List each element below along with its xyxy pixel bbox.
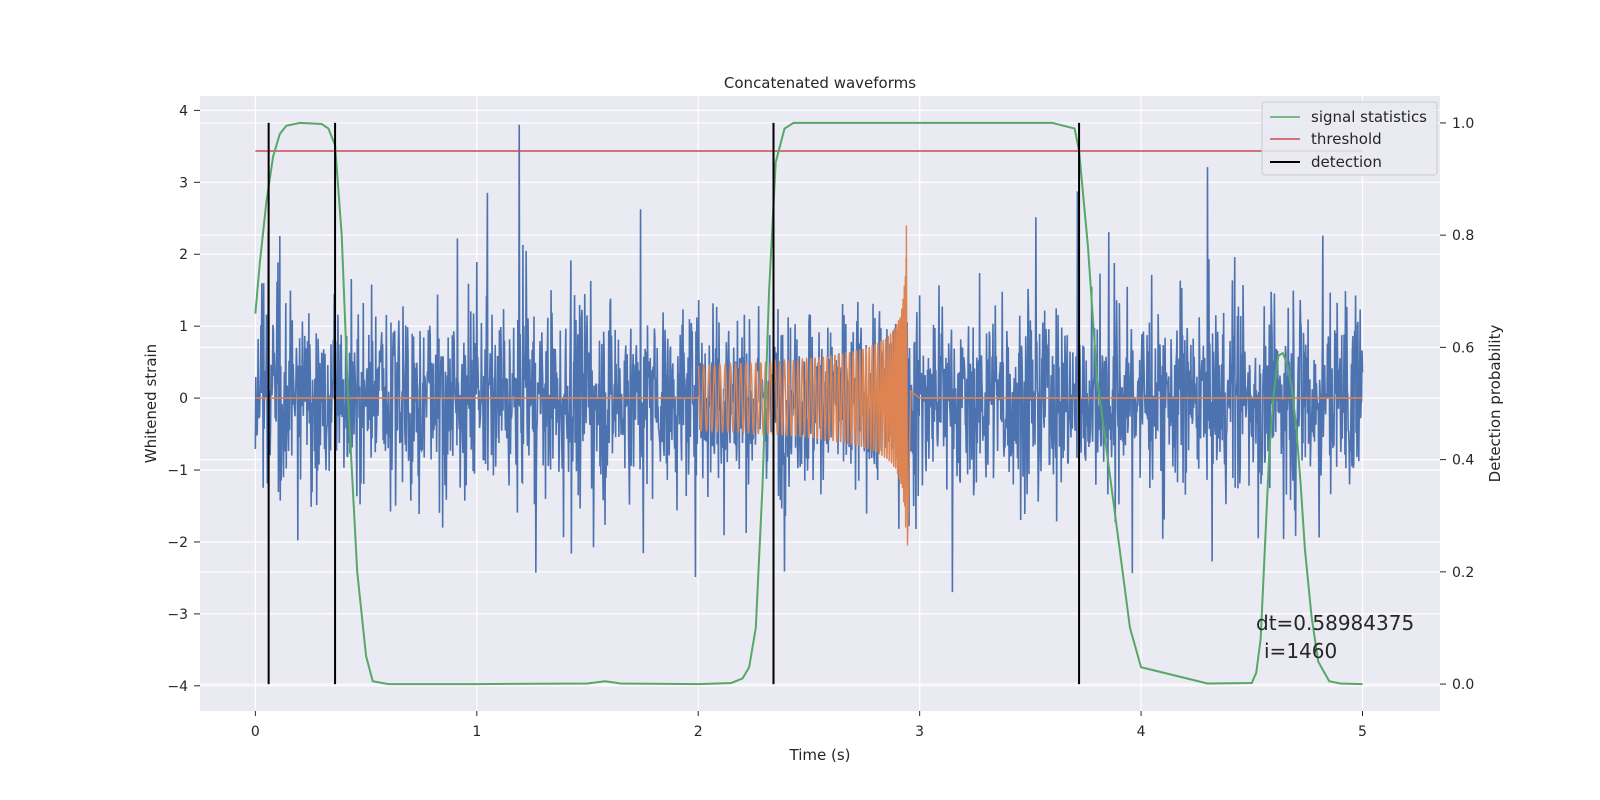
annotation-dt: dt=0.58984375 bbox=[1256, 611, 1414, 635]
x-tick-label: 2 bbox=[694, 724, 703, 740]
x-tick-label: 3 bbox=[915, 724, 924, 740]
y2-tick-label: 0.4 bbox=[1452, 453, 1474, 469]
y-tick-label: 0 bbox=[179, 391, 188, 407]
noise-strain-series bbox=[254, 124, 1364, 593]
y2-tick-label: 0.6 bbox=[1452, 340, 1474, 356]
detection-series bbox=[267, 122, 1081, 685]
chart-title: Concatenated waveforms bbox=[724, 74, 916, 92]
y2-tick-label: 1.0 bbox=[1452, 116, 1474, 132]
noise-strain-line bbox=[254, 124, 1364, 593]
legend-label-detection: detection bbox=[1311, 153, 1382, 171]
y-tick-label: −4 bbox=[167, 679, 188, 695]
y2-tick-label: 0.0 bbox=[1452, 677, 1474, 693]
y-tick-label: −3 bbox=[167, 607, 188, 623]
signal-statistics-series bbox=[254, 121, 1363, 686]
x-tick-label: 1 bbox=[472, 724, 481, 740]
axes: 0 1 2 3 4 5 −4 −3 −2 −1 0 1 2 3 4 0.0 0.2 0.4 0.6 0.8 1.0 bbox=[167, 103, 1474, 740]
x-tick-label: 4 bbox=[1137, 724, 1146, 740]
legend: signal statistics threshold detection bbox=[1261, 101, 1438, 176]
y2-axis-label: Detection probability bbox=[1486, 325, 1504, 483]
x-axis-label: Time (s) bbox=[789, 746, 851, 764]
y-tick-label: 3 bbox=[179, 175, 188, 191]
legend-label-signal-statistics: signal statistics bbox=[1311, 108, 1427, 126]
legend-box bbox=[1261, 101, 1438, 176]
waveform-chirp-line bbox=[697, 225, 921, 546]
injected-waveform-series bbox=[255, 225, 1363, 546]
x-tick-label: 0 bbox=[251, 724, 260, 740]
y-tick-label: −2 bbox=[167, 535, 188, 551]
signal-statistics-line bbox=[254, 121, 1363, 686]
y2-tick-label: 0.8 bbox=[1452, 228, 1474, 244]
y-tick-label: 4 bbox=[179, 103, 188, 119]
y-tick-label: −1 bbox=[167, 463, 188, 479]
y-tick-label: 2 bbox=[179, 247, 188, 263]
legend-label-threshold: threshold bbox=[1311, 130, 1382, 148]
annotation-i: i=1460 bbox=[1264, 639, 1337, 663]
y-tick-label: 1 bbox=[179, 319, 188, 335]
y2-tick-label: 0.2 bbox=[1452, 565, 1474, 581]
x-tick-label: 5 bbox=[1358, 724, 1367, 740]
y-axis-label: Whitened strain bbox=[142, 344, 160, 463]
